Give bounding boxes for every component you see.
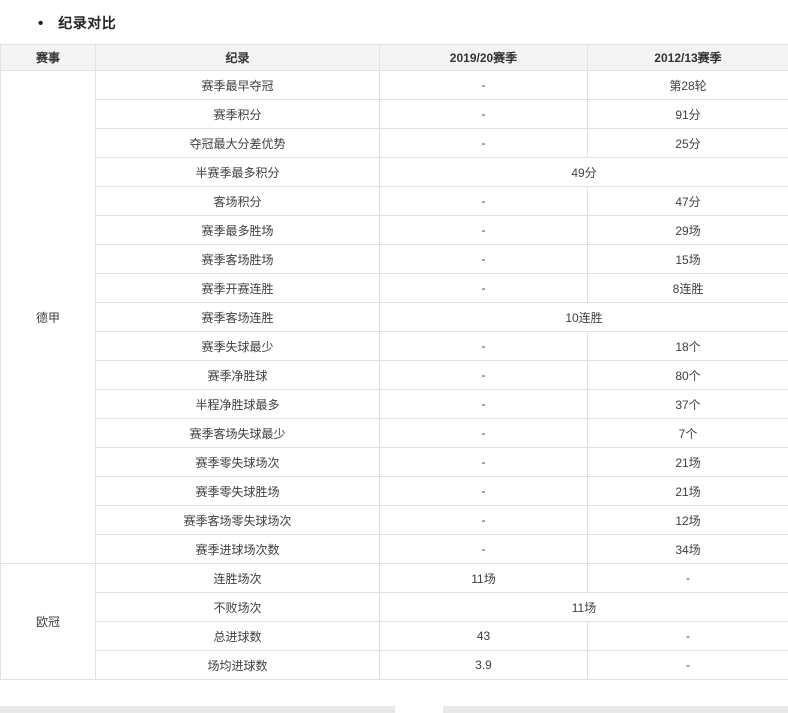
- record-name-cell: 半赛季最多积分: [95, 157, 380, 187]
- record-name-cell: 赛季零失球场次: [95, 447, 380, 477]
- season-2012-13-value-cell: 15场: [587, 244, 788, 274]
- horizontal-scrollbar-track[interactable]: [0, 706, 788, 713]
- season-2012-13-value-cell: 80个: [587, 360, 788, 390]
- record-name-cell: 赛季客场零失球场次: [95, 505, 380, 535]
- record-name-cell: 赛季最早夺冠: [95, 70, 380, 100]
- table-row: 赛季客场胜场 -15场: [1, 244, 788, 274]
- season-2019-20-value-cell: 3.9: [379, 650, 588, 680]
- season-2019-20-value-cell: -: [379, 360, 588, 390]
- table-row: 赛季积分 -91分: [1, 99, 788, 129]
- table-row: 赛季零失球场次 -21场: [1, 447, 788, 477]
- record-name-cell: 不败场次: [95, 592, 380, 622]
- header-record: 纪录: [95, 44, 380, 71]
- season-2012-13-value-cell: 12场: [587, 505, 788, 535]
- season-2019-20-value-cell: 43: [379, 621, 588, 651]
- scrollbar-gap: [395, 706, 443, 713]
- season-2019-20-value-cell: -: [379, 273, 588, 303]
- header-competition: 赛事: [0, 44, 96, 71]
- record-name-cell: 总进球数: [95, 621, 380, 651]
- header-season-2019-20: 2019/20赛季: [379, 44, 588, 71]
- season-2012-13-value-cell: 91分: [587, 99, 788, 129]
- season-2019-20-value-cell: -: [379, 331, 588, 361]
- table-row: 赛季净胜球 -80个: [1, 360, 788, 390]
- record-name-cell: 半程净胜球最多: [95, 389, 380, 419]
- record-name-cell: 客场积分: [95, 186, 380, 216]
- season-2019-20-value-cell: -: [379, 70, 588, 100]
- season-2019-20-value-cell: -: [379, 505, 588, 535]
- record-name-cell: 赛季开赛连胜: [95, 273, 380, 303]
- table-row: 场均进球数 3.9-: [1, 650, 788, 680]
- record-name-cell: 赛季客场连胜: [95, 302, 380, 332]
- record-name-cell: 夺冠最大分差优势: [95, 128, 380, 158]
- season-2019-20-value-cell: -: [379, 244, 588, 274]
- season-2012-13-value-cell: 21场: [587, 476, 788, 506]
- table-header: 赛事 纪录 2019/20赛季 2012/13赛季: [0, 44, 788, 71]
- season-2012-13-value-cell: 29场: [587, 215, 788, 245]
- record-name-cell: 赛季零失球胜场: [95, 476, 380, 506]
- table-body: 德甲 赛季最早夺冠 - 第28轮 赛季积分 -91分 夺冠最大分差优势 -25分 半赛季最多积分…: [0, 70, 788, 680]
- season-2019-20-value-cell: -: [379, 389, 588, 419]
- table-row: 总进球数 43-: [1, 621, 788, 651]
- record-name-cell: 赛季失球最少: [95, 331, 380, 361]
- table-row: 德甲 赛季最早夺冠 - 第28轮: [0, 70, 788, 564]
- record-name-cell: 赛季客场失球最少: [95, 418, 380, 448]
- season-2019-20-value-cell: -: [379, 128, 588, 158]
- season-2012-13-value-cell: 7个: [587, 418, 788, 448]
- record-name-cell: 连胜场次: [95, 563, 380, 593]
- merged-value-cell: 10连胜: [379, 302, 788, 332]
- list-bullet-icon: •: [38, 14, 44, 32]
- record-name-cell: 赛季净胜球: [95, 360, 380, 390]
- season-2012-13-value-cell: 47分: [587, 186, 788, 216]
- season-2012-13-value-cell: -: [587, 563, 788, 593]
- table-header-row: 赛事 纪录 2019/20赛季 2012/13赛季: [0, 44, 788, 71]
- season-2019-20-value-cell: -: [379, 534, 588, 564]
- table-row: 赛季开赛连胜 -8连胜: [1, 273, 788, 303]
- record-name-cell: 场均进球数: [95, 650, 380, 680]
- season-2019-20-value-cell: -: [379, 215, 588, 245]
- season-2019-20-value-cell: 11场: [379, 563, 588, 593]
- season-2012-13-value-cell: -: [587, 621, 788, 651]
- season-2019-20-value-cell: -: [379, 99, 588, 129]
- record-name-cell: 赛季客场胜场: [95, 244, 380, 274]
- season-2012-13-value-cell: -: [587, 650, 788, 680]
- merged-value-cell: 11场: [379, 592, 788, 622]
- competition-cell: 德甲: [0, 70, 96, 564]
- season-2019-20-value-cell: -: [379, 476, 588, 506]
- table-row: 赛季客场失球最少 -7个: [1, 418, 788, 448]
- table-row: 赛季失球最少 -18个: [1, 331, 788, 361]
- table-row: 赛季进球场次数 -34场: [1, 534, 788, 564]
- table-row: 半赛季最多积分 49分: [1, 157, 788, 187]
- season-2012-13-value-cell: 34场: [587, 534, 788, 564]
- table-row: 赛季客场零失球场次 -12场: [1, 505, 788, 535]
- season-2019-20-value-cell: -: [379, 447, 588, 477]
- record-name-cell: 赛季积分: [95, 99, 380, 129]
- table-row: 赛季零失球胜场 -21场: [1, 476, 788, 506]
- record-name-cell: 赛季最多胜场: [95, 215, 380, 245]
- season-2019-20-value-cell: -: [379, 186, 588, 216]
- season-2012-13-value-cell: 21场: [587, 447, 788, 477]
- season-2019-20-value-cell: -: [379, 418, 588, 448]
- table-row: 赛季最多胜场 -29场: [1, 215, 788, 245]
- record-comparison-table: 赛事 纪录 2019/20赛季 2012/13赛季 德甲 赛季最早夺冠 - 第28轮赛…: [0, 44, 788, 680]
- header-season-2012-13: 2012/13赛季: [587, 44, 788, 71]
- table-row: 不败场次 11场: [1, 592, 788, 622]
- season-2012-13-value-cell: 8连胜: [587, 273, 788, 303]
- competition-cell: 欧冠: [0, 563, 96, 680]
- table-row: 半程净胜球最多 -37个: [1, 389, 788, 419]
- section-title-row: • 纪录对比: [0, 0, 788, 44]
- record-name-cell: 赛季进球场次数: [95, 534, 380, 564]
- table-row: 欧冠 连胜场次 11场 -: [0, 563, 788, 680]
- page-title: 纪录对比: [58, 15, 117, 31]
- table-row: 客场积分 -47分: [1, 186, 788, 216]
- table-row: 夺冠最大分差优势 -25分: [1, 128, 788, 158]
- merged-value-cell: 49分: [379, 157, 788, 187]
- season-2012-13-value-cell: 18个: [587, 331, 788, 361]
- season-2012-13-value-cell: 第28轮: [587, 70, 788, 100]
- season-2012-13-value-cell: 37个: [587, 389, 788, 419]
- table-row: 赛季客场连胜 10连胜: [1, 302, 788, 332]
- season-2012-13-value-cell: 25分: [587, 128, 788, 158]
